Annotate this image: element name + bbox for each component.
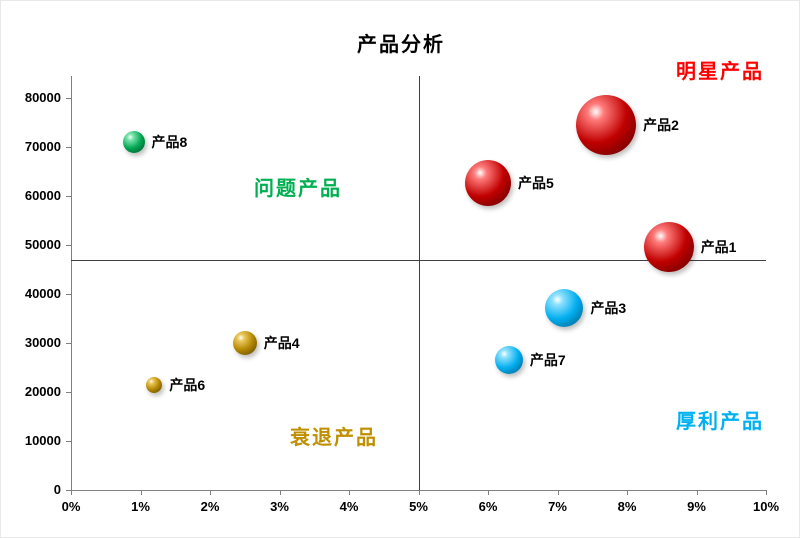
quadrant-label: 衰退产品 (290, 427, 378, 449)
x-tick-label: 3% (270, 499, 289, 514)
x-tick-mark (140, 490, 142, 495)
x-tick-mark (418, 490, 420, 495)
y-tick-label: 60000 (24, 188, 61, 204)
x-tick-label: 8% (617, 499, 637, 514)
y-tick-mark (66, 294, 71, 296)
x-tick-mark (210, 490, 211, 495)
bubble-产品2 (576, 94, 637, 155)
y-tick-label: 10000 (24, 433, 61, 448)
bubble-产品5 (465, 159, 511, 206)
y-tick-mark (66, 147, 71, 149)
x-tick-label: 5% (409, 499, 428, 514)
y-tick-label: 30000 (24, 335, 61, 351)
x-tick-mark (627, 490, 628, 495)
x-tick-label: 2% (200, 499, 220, 514)
y-tick-mark (66, 98, 71, 100)
x-tick-mark (349, 490, 350, 495)
y-tick-mark (66, 490, 71, 491)
bubble-产品7 (494, 346, 523, 375)
bubble-产品6 (146, 377, 163, 394)
y-tick-label: 80000 (24, 90, 61, 106)
quadrant-label: 问题产品 (254, 178, 342, 200)
x-tick-label: 9% (687, 499, 706, 514)
bubble-产品4 (232, 331, 257, 356)
y-tick-label: 0 (53, 482, 61, 497)
quadrant-line-horizontal (71, 259, 766, 261)
bubble-label: 产品7 (529, 352, 566, 369)
y-tick-mark (66, 245, 71, 247)
x-tick-label: 1% (131, 499, 150, 514)
y-tick-mark (66, 441, 71, 442)
x-tick-mark (488, 490, 489, 495)
bubble-label: 产品1 (700, 239, 737, 256)
bubble-label: 产品5 (518, 174, 554, 191)
x-tick-mark (71, 490, 72, 495)
x-tick-mark (766, 490, 767, 495)
y-tick-mark (66, 343, 71, 345)
bubble-产品1 (643, 222, 694, 273)
quadrant-line-vertical (418, 76, 420, 490)
bubble-label: 产品3 (590, 299, 627, 316)
quadrant-label: 明星产品 (676, 61, 764, 83)
x-tick-label: 7% (548, 499, 567, 514)
bubble-产品8 (122, 131, 145, 154)
bubble-label: 产品8 (151, 134, 188, 151)
x-tick-mark (279, 490, 281, 495)
y-tick-mark (66, 392, 71, 393)
y-tick-label: 40000 (24, 286, 61, 302)
chart-title: 产品分析 (357, 34, 445, 56)
x-tick-label: 4% (339, 499, 359, 514)
x-tick-label: 6% (478, 499, 498, 514)
bubble-label: 产品6 (169, 377, 206, 394)
quadrant-label: 厚利产品 (676, 411, 764, 433)
y-tick-label: 70000 (24, 139, 61, 155)
x-tick-mark (557, 490, 559, 495)
bubble-label: 产品2 (643, 116, 679, 133)
y-tick-label: 20000 (24, 384, 61, 399)
x-tick-mark (696, 490, 698, 495)
bubble-label: 产品4 (263, 335, 300, 352)
bubble-产品3 (545, 288, 584, 327)
y-axis (71, 76, 72, 491)
y-tick-mark (66, 196, 71, 198)
x-tick-label: 0% (61, 499, 81, 514)
x-tick-label: 10% (752, 499, 780, 514)
y-tick-label: 50000 (24, 237, 61, 253)
